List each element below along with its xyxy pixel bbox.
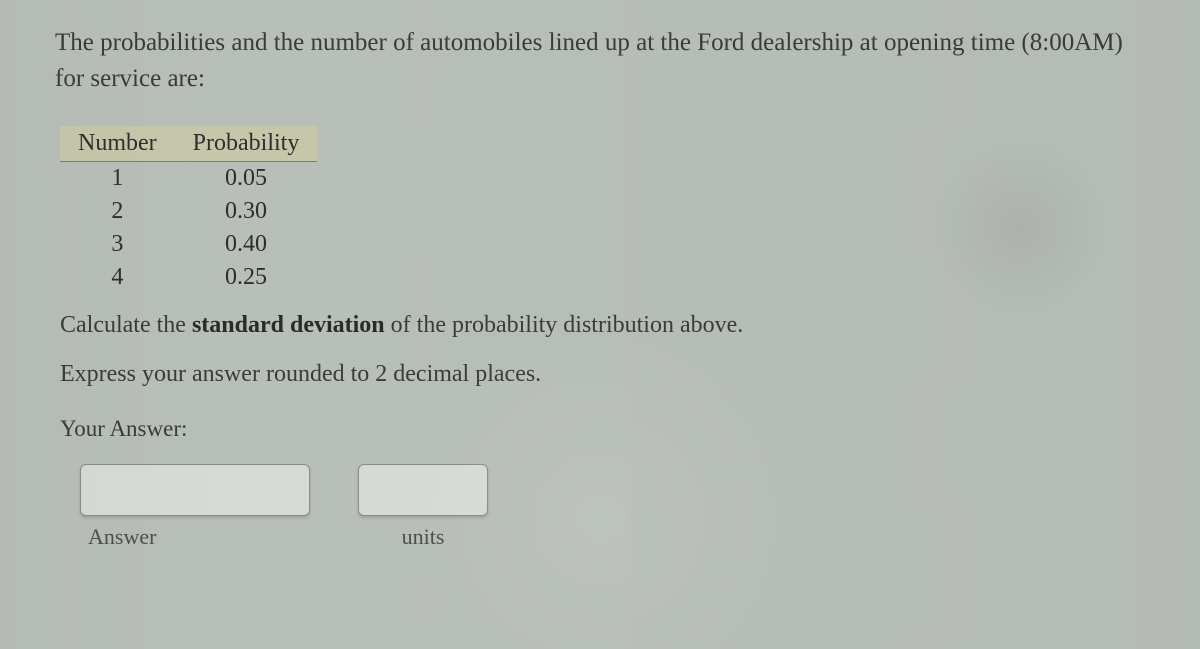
answer-area: Answer units: [80, 464, 1145, 550]
calculate-instruction: Calculate the standard deviation of the …: [60, 312, 1145, 339]
table-row: 2 0.30: [60, 195, 317, 228]
table-header-row: Number Probability: [60, 126, 317, 162]
cell-probability: 0.25: [175, 261, 318, 294]
table-row: 3 0.40: [60, 228, 317, 261]
probability-table: Number Probability 1 0.05 2 0.30 3 0.40 …: [60, 126, 317, 294]
your-answer-label: Your Answer:: [60, 416, 1145, 442]
units-field-group: units: [358, 464, 488, 550]
cell-probability: 0.30: [175, 195, 318, 228]
cell-number: 4: [60, 261, 175, 294]
rounding-instruction: Express your answer rounded to 2 decimal…: [60, 361, 1145, 388]
answer-field-label: Answer: [88, 524, 156, 550]
instruction-prefix: Calculate the: [60, 312, 192, 338]
instruction-bold: standard deviation: [192, 312, 385, 338]
col-header-number: Number: [60, 126, 175, 162]
table-row: 1 0.05: [60, 161, 317, 195]
question-intro: The probabilities and the number of auto…: [55, 25, 1145, 98]
instruction-suffix: of the probability distribution above.: [385, 312, 744, 338]
cell-probability: 0.40: [175, 228, 318, 261]
cell-number: 1: [60, 161, 175, 195]
units-input[interactable]: [358, 464, 488, 516]
units-field-label: units: [402, 524, 445, 550]
cell-number: 2: [60, 195, 175, 228]
probability-table-wrap: Number Probability 1 0.05 2 0.30 3 0.40 …: [60, 126, 1145, 294]
table-row: 4 0.25: [60, 261, 317, 294]
answer-input[interactable]: [80, 464, 310, 516]
cell-probability: 0.05: [175, 161, 318, 195]
cell-number: 3: [60, 228, 175, 261]
answer-field-group: Answer: [80, 464, 310, 550]
col-header-probability: Probability: [175, 126, 318, 162]
